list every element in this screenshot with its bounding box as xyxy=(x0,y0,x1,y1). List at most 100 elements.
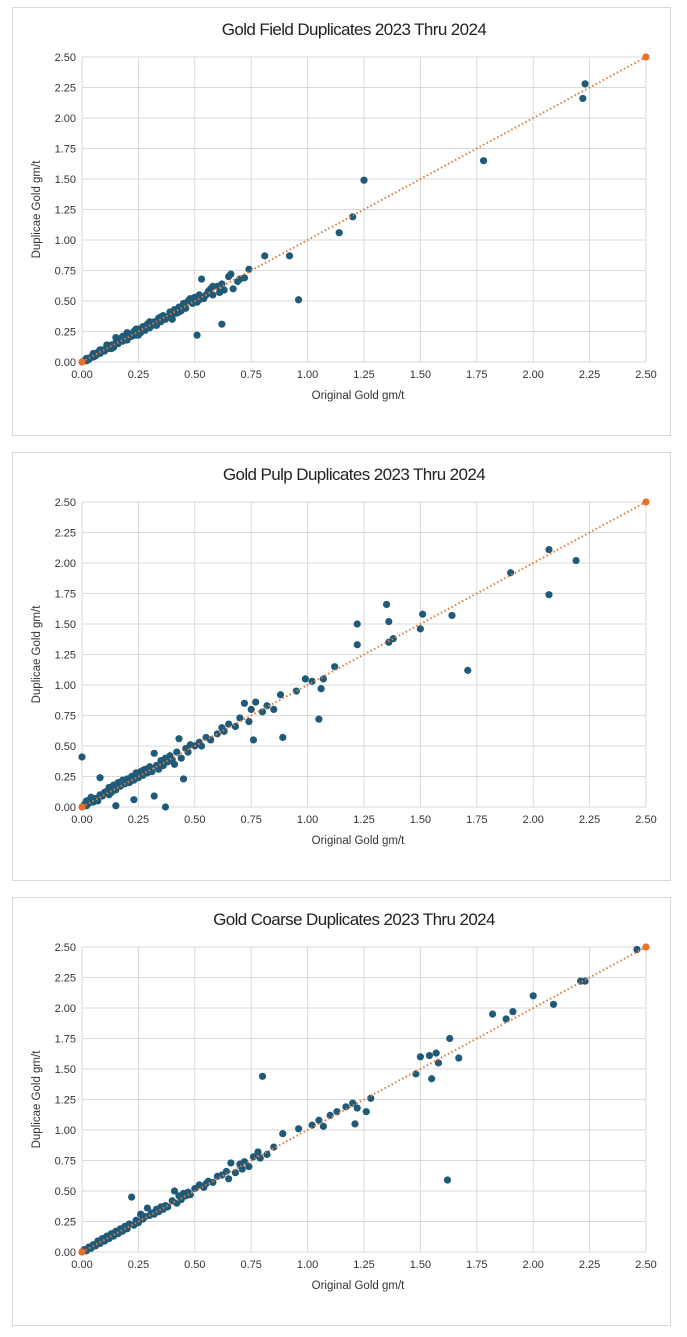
data-point xyxy=(419,610,427,618)
data-point xyxy=(238,1165,246,1173)
chart-panel-pulp: 0.00 0.25 0.50 0.75 1.00 1.25 1.50 1.75 2.00 2.25… xyxy=(12,452,671,881)
y-tick-label: 0.50 xyxy=(55,741,76,753)
data-point xyxy=(96,774,104,782)
data-point xyxy=(279,733,287,742)
data-point xyxy=(128,1193,136,1201)
data-point xyxy=(247,705,255,713)
data-point xyxy=(218,724,226,732)
data-point xyxy=(258,708,267,716)
x-tick-label: 1.25 xyxy=(353,1259,374,1271)
x-tick-label: 0.75 xyxy=(240,369,261,381)
x-tick-label: 1.75 xyxy=(466,1259,487,1271)
data-point xyxy=(261,252,269,260)
data-point xyxy=(209,291,217,299)
data-point xyxy=(146,318,154,326)
x-tick-label: 2.25 xyxy=(579,1259,600,1271)
x-tick-label: 2.25 xyxy=(579,814,600,826)
data-point xyxy=(245,718,253,726)
trendline-start-point xyxy=(78,358,86,366)
y-tick-label: 0.50 xyxy=(55,296,76,308)
data-point xyxy=(315,715,323,723)
data-point xyxy=(360,176,368,184)
y-tick-label: 0.50 xyxy=(55,1186,76,1198)
y-tick-label: 0.25 xyxy=(55,1217,76,1229)
data-point xyxy=(581,977,589,985)
x-axis-label: Original Gold gm/t xyxy=(312,1280,405,1292)
y-tick-label: 1.75 xyxy=(55,589,76,601)
y-tick-label: 2.50 xyxy=(55,497,76,509)
y-tick-label: 0.25 xyxy=(55,327,76,339)
x-tick-label: 0.75 xyxy=(240,814,261,826)
data-point xyxy=(231,722,240,731)
data-point xyxy=(213,730,221,738)
y-tick-label: 2.00 xyxy=(55,113,76,125)
data-point xyxy=(263,1150,271,1158)
y-tick-label: 1.75 xyxy=(55,1034,76,1046)
data-point xyxy=(331,663,339,671)
data-point xyxy=(245,265,253,273)
data-point xyxy=(509,1008,517,1016)
data-point xyxy=(579,94,587,103)
y-tick-label: 1.25 xyxy=(55,205,76,217)
data-point xyxy=(249,736,258,744)
x-tick-label: 1.00 xyxy=(297,369,318,381)
x-tick-label: 1.75 xyxy=(466,814,487,826)
data-point xyxy=(432,1049,440,1057)
data-point xyxy=(175,735,183,743)
data-point xyxy=(443,1176,452,1184)
data-point xyxy=(148,768,156,776)
trendline-start-point xyxy=(78,1248,86,1256)
data-point xyxy=(549,1000,558,1008)
x-tick-label: 1.25 xyxy=(353,369,374,381)
x-tick-label: 1.00 xyxy=(297,814,318,826)
chart-title: Gold Pulp Duplicates 2023 Thru 2024 xyxy=(223,465,485,484)
data-point xyxy=(335,229,343,237)
scatter-chart-pulp: 0.00 0.25 0.50 0.75 1.00 1.25 1.50 1.75 2.00 2.25… xyxy=(31,465,657,847)
data-point xyxy=(177,754,185,762)
data-point xyxy=(220,286,228,294)
data-point xyxy=(308,1121,316,1129)
data-point xyxy=(382,600,391,609)
y-tick-label: 1.00 xyxy=(55,1125,76,1137)
data-point xyxy=(78,753,86,761)
data-point xyxy=(479,157,488,165)
y-tick-label: 2.25 xyxy=(55,83,76,95)
data-point xyxy=(240,699,249,707)
y-axis-label: Duplicae Gold gm/t xyxy=(31,160,43,259)
data-point xyxy=(353,1104,361,1112)
x-tick-label: 1.50 xyxy=(410,814,431,826)
data-point xyxy=(89,349,97,358)
data-point xyxy=(161,803,170,811)
y-tick-label: 0.25 xyxy=(55,772,76,784)
trendline-start-point xyxy=(78,803,86,811)
y-tick-label: 2.25 xyxy=(55,973,76,985)
trendline-end-point xyxy=(642,498,650,506)
data-point xyxy=(353,641,361,649)
data-point xyxy=(150,749,158,757)
data-point xyxy=(507,569,515,577)
x-tick-label: 1.50 xyxy=(410,369,431,381)
y-tick-label: 1.25 xyxy=(55,1095,76,1107)
x-tick-label: 0.25 xyxy=(128,369,149,381)
data-point xyxy=(168,315,176,323)
data-point xyxy=(285,252,294,260)
data-point xyxy=(107,344,115,353)
chart-title: Gold Field Duplicates 2023 Thru 2024 xyxy=(222,20,487,39)
data-point xyxy=(150,792,158,800)
data-point xyxy=(448,611,456,620)
data-point xyxy=(231,1169,240,1177)
x-tick-label: 0.50 xyxy=(184,814,205,826)
data-point xyxy=(225,1175,233,1183)
data-point xyxy=(240,1158,249,1166)
data-point xyxy=(276,691,285,699)
data-point xyxy=(173,748,181,756)
data-point xyxy=(279,1130,287,1138)
data-point xyxy=(240,274,249,282)
data-point xyxy=(416,1053,424,1061)
x-tick-label: 2.50 xyxy=(635,814,656,826)
x-tick-label: 1.50 xyxy=(410,1259,431,1271)
x-tick-label: 2.25 xyxy=(579,369,600,381)
data-point xyxy=(301,675,309,683)
x-tick-label: 0.00 xyxy=(71,1259,92,1271)
x-tick-label: 1.75 xyxy=(466,369,487,381)
